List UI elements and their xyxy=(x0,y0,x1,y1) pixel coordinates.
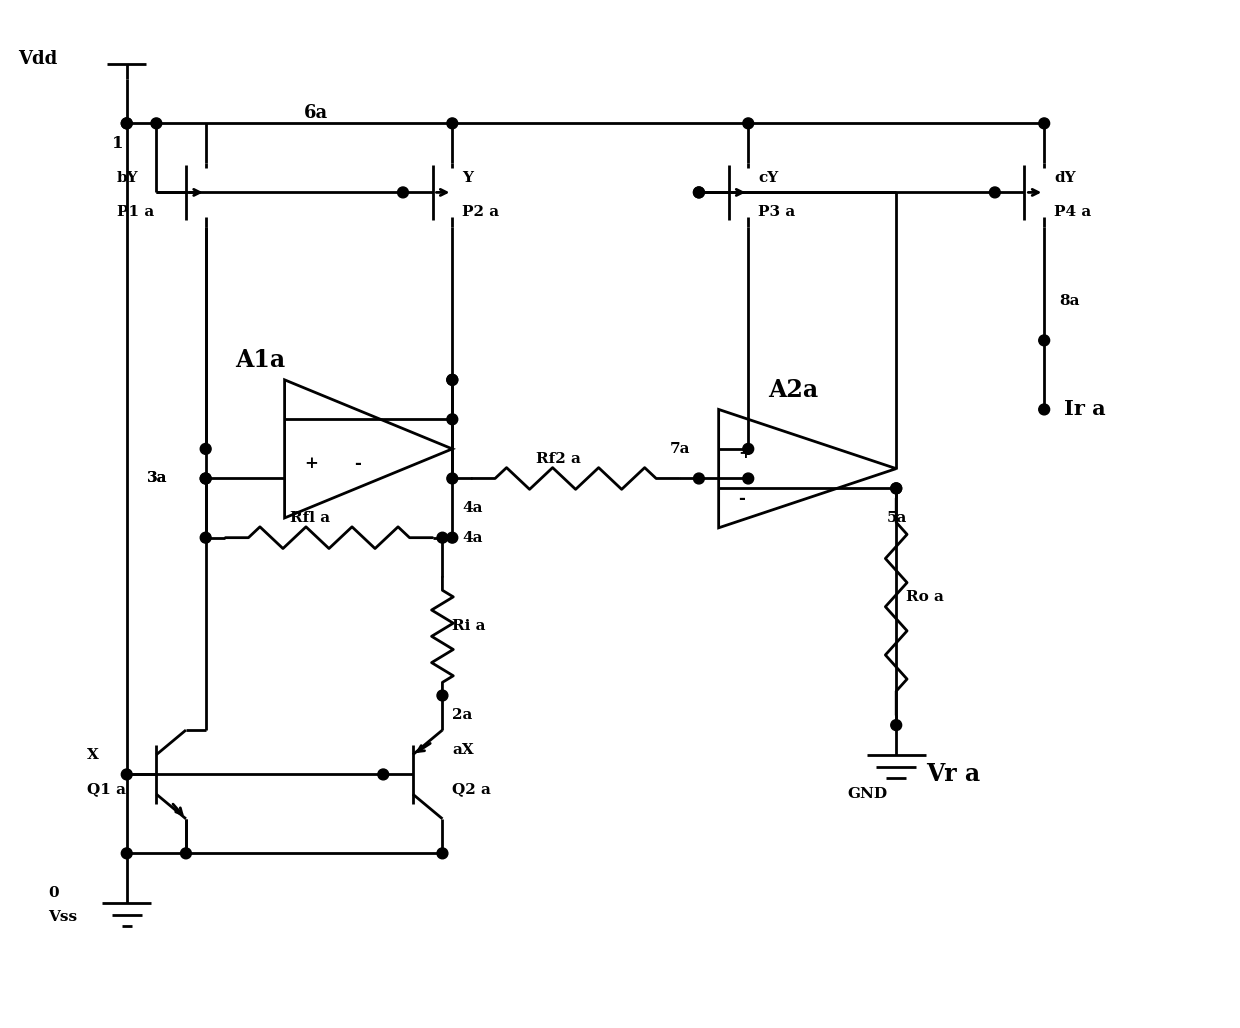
Circle shape xyxy=(398,187,408,197)
Text: 4a: 4a xyxy=(463,501,482,515)
Text: 5a: 5a xyxy=(887,511,906,525)
Circle shape xyxy=(200,533,211,543)
Text: Vr a: Vr a xyxy=(926,763,980,786)
Circle shape xyxy=(446,473,458,484)
Circle shape xyxy=(446,374,458,386)
Text: 6a: 6a xyxy=(304,105,329,122)
Circle shape xyxy=(446,414,458,425)
Circle shape xyxy=(990,187,1001,197)
Circle shape xyxy=(200,443,211,454)
Circle shape xyxy=(693,187,704,197)
Text: bY: bY xyxy=(117,171,139,185)
Text: 3a: 3a xyxy=(146,472,167,485)
Text: X: X xyxy=(87,747,99,762)
Text: 7a: 7a xyxy=(670,442,689,455)
Text: P2 a: P2 a xyxy=(463,206,500,219)
Text: Vdd: Vdd xyxy=(19,50,57,68)
Circle shape xyxy=(1039,404,1049,415)
Text: 8a: 8a xyxy=(1059,294,1080,308)
Text: 4a: 4a xyxy=(463,530,482,545)
Circle shape xyxy=(890,720,901,731)
Text: 3a: 3a xyxy=(146,472,167,485)
Circle shape xyxy=(890,483,901,493)
Circle shape xyxy=(446,533,458,543)
Text: P4 a: P4 a xyxy=(1054,206,1091,219)
Text: Y: Y xyxy=(463,171,474,185)
Circle shape xyxy=(743,443,754,454)
Text: Ro a: Ro a xyxy=(906,590,944,603)
Text: 0: 0 xyxy=(48,886,58,900)
Circle shape xyxy=(436,690,448,701)
Text: aX: aX xyxy=(453,743,474,757)
Text: Vss: Vss xyxy=(48,911,77,924)
Circle shape xyxy=(181,848,191,858)
Text: Rf2 a: Rf2 a xyxy=(536,451,582,466)
Text: +: + xyxy=(738,445,753,463)
Text: P3 a: P3 a xyxy=(758,206,795,219)
Text: Q2 a: Q2 a xyxy=(453,782,491,797)
Circle shape xyxy=(378,769,388,780)
Text: Q1 a: Q1 a xyxy=(87,782,126,797)
Text: -: - xyxy=(353,455,361,472)
Circle shape xyxy=(200,473,211,484)
Circle shape xyxy=(693,473,704,484)
Circle shape xyxy=(436,848,448,858)
Text: 1: 1 xyxy=(112,135,124,151)
Text: Ri a: Ri a xyxy=(453,620,486,633)
Text: 2a: 2a xyxy=(453,708,472,723)
Circle shape xyxy=(151,118,161,128)
Text: +: + xyxy=(304,455,319,472)
Text: Ir a: Ir a xyxy=(1064,400,1106,419)
Circle shape xyxy=(122,118,133,128)
Circle shape xyxy=(743,118,754,128)
Text: A1a: A1a xyxy=(236,348,285,372)
Circle shape xyxy=(122,118,133,128)
Text: GND: GND xyxy=(847,787,887,801)
Circle shape xyxy=(200,473,211,484)
Circle shape xyxy=(1039,335,1049,345)
Text: dY: dY xyxy=(1054,171,1075,185)
Circle shape xyxy=(122,848,133,858)
Circle shape xyxy=(890,483,901,493)
Text: A2a: A2a xyxy=(768,377,818,402)
Text: -: - xyxy=(738,489,745,507)
Circle shape xyxy=(693,187,704,197)
Circle shape xyxy=(446,374,458,386)
Circle shape xyxy=(446,118,458,128)
Circle shape xyxy=(122,769,133,780)
Text: P1 a: P1 a xyxy=(117,206,154,219)
Text: Rfl a: Rfl a xyxy=(289,511,330,525)
Circle shape xyxy=(743,473,754,484)
Circle shape xyxy=(436,533,448,543)
Text: cY: cY xyxy=(758,171,779,185)
Circle shape xyxy=(1039,118,1049,128)
